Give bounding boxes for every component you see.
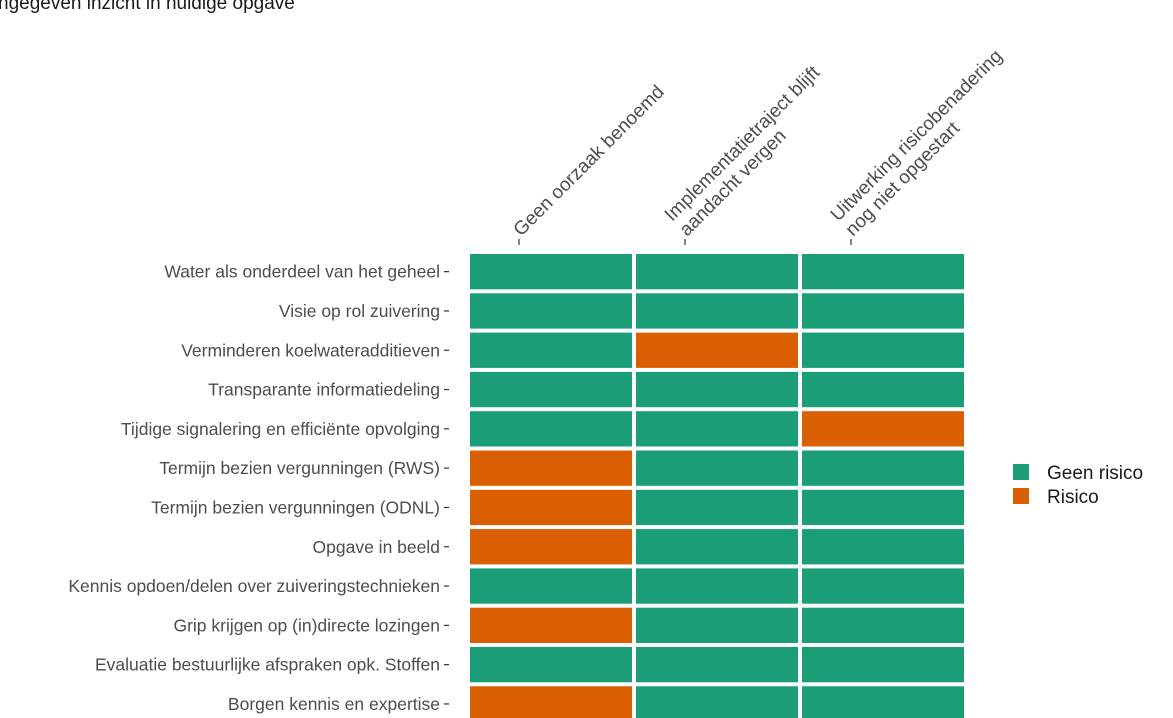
- heatmap-cell: [470, 254, 632, 290]
- heatmap-cell: [802, 332, 964, 368]
- heatmap-cell: [802, 293, 964, 329]
- heatmap-cell: [470, 293, 632, 329]
- heatmap-cell: [636, 529, 798, 565]
- heatmap-cell: [802, 489, 964, 526]
- heatmap-cell: [802, 450, 964, 486]
- legend: Geen risico Risico: [1013, 463, 1143, 508]
- heatmap-cell: [470, 450, 632, 486]
- heatmap-cell: [802, 647, 964, 683]
- heatmap-cell: [470, 647, 632, 683]
- legend-swatch: [1013, 464, 1029, 480]
- heatmap-cell: [636, 450, 798, 486]
- heatmap-cell: [636, 254, 798, 290]
- heatmap-cell: [802, 371, 964, 408]
- heatmap-cell: [636, 568, 798, 604]
- heatmap-cell: [802, 568, 964, 604]
- heatmap-cell: [802, 529, 964, 565]
- heatmap-cell: [636, 332, 798, 368]
- column-label: Geen oorzaak benoemd: [510, 82, 669, 241]
- heatmap-cell: [636, 371, 798, 408]
- heatmap-cells: [470, 254, 964, 718]
- heatmap-cell: [470, 529, 632, 565]
- column-label-line: Uitwerking risicobenadering: [827, 46, 1007, 226]
- heatmap-cell: [636, 607, 798, 643]
- heatmap-cell: [802, 411, 964, 447]
- heatmap-cell: [470, 489, 632, 526]
- column-label-line: Implementatietraject blijft: [661, 62, 825, 226]
- legend-label: Geen risico: [1047, 463, 1143, 484]
- row-label: Kennis opdoen/delen over zuiveringstechn…: [68, 576, 440, 596]
- top-cut-text: ngegeven inzicht in huidige opgave: [0, 0, 295, 14]
- heatmap-cell: [636, 686, 798, 718]
- heatmap-cell: [470, 371, 632, 408]
- heatmap-cell: [636, 647, 798, 683]
- column-labels: Geen oorzaak benoemdImplementatietraject…: [510, 46, 1007, 245]
- row-label: Borgen kennis en expertise: [228, 694, 440, 714]
- legend-swatch: [1013, 488, 1029, 504]
- heatmap-cell: [470, 568, 632, 604]
- row-label: Verminderen koelwateradditieven: [181, 340, 440, 360]
- heatmap-cell: [802, 686, 964, 718]
- legend-label: Risico: [1047, 487, 1099, 508]
- heatmap-cell: [802, 254, 964, 290]
- heatmap-cell: [470, 686, 632, 718]
- row-labels: Water als onderdeel van het geheel Visie …: [68, 262, 449, 714]
- row-label: Termijn bezien vergunningen (ODNL): [151, 497, 440, 517]
- row-label: Termijn bezien vergunningen (RWS): [159, 458, 440, 478]
- heatmap-cell: [802, 607, 964, 643]
- heatmap-cell: [470, 332, 632, 368]
- heatmap-cell: [470, 607, 632, 643]
- heatmap-cell: [636, 489, 798, 526]
- heatmap-cell: [470, 411, 632, 447]
- row-label: Evaluatie bestuurlijke afspraken opk. St…: [95, 655, 440, 675]
- row-label: Grip krijgen op (in)directe lozingen: [173, 615, 440, 635]
- heatmap-cell: [636, 411, 798, 447]
- row-label: Tijdige signalering en efficiënte opvolg…: [121, 419, 440, 439]
- heatmap-cell: [636, 293, 798, 329]
- row-label: Transparante informatiedeling: [208, 380, 440, 400]
- row-label: Opgave in beeld: [313, 537, 440, 557]
- row-label: Visie op rol zuivering: [279, 301, 440, 321]
- column-label-line: Geen oorzaak benoemd: [510, 82, 669, 241]
- row-label: Water als onderdeel van het geheel: [164, 262, 440, 282]
